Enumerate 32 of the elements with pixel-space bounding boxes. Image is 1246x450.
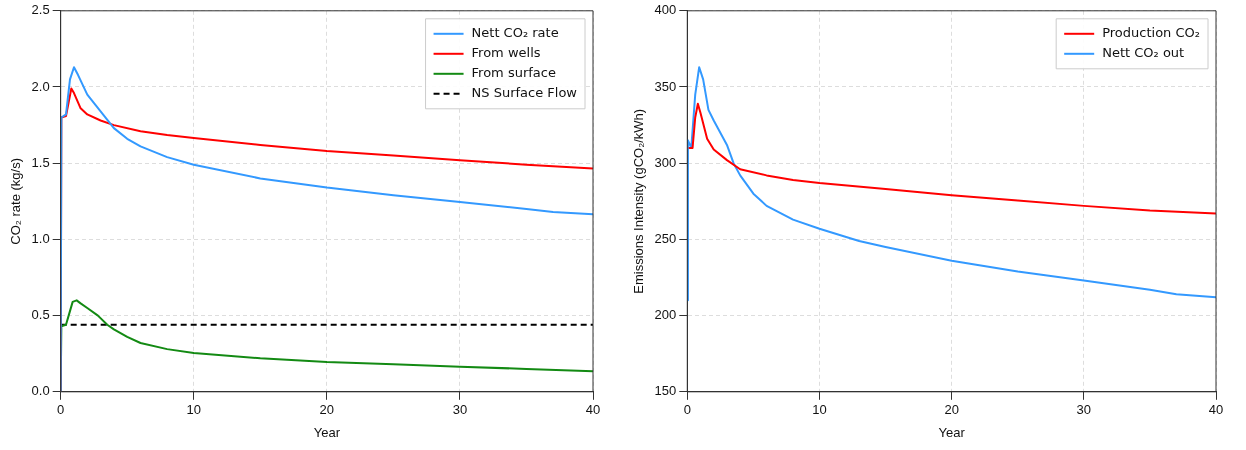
y-tick-label: 1.5 (31, 154, 50, 170)
x-axis-title: Year (313, 424, 341, 440)
y-tick-label: 350 (654, 78, 677, 94)
x-tick-label: 0 (57, 402, 65, 418)
y-tick-label: 250 (654, 230, 677, 246)
y-tick-label: 2.5 (31, 2, 50, 18)
x-tick-label: 40 (1208, 402, 1224, 418)
x-tick-label: 10 (186, 402, 201, 418)
legend-label: Nett CO₂ rate (471, 25, 559, 41)
y-axis-title: CO₂ rate (kg/s) (8, 157, 24, 245)
legend-label: Production CO₂ (1102, 25, 1201, 41)
y-tick-label: 2.0 (31, 78, 50, 94)
x-tick-label: 30 (452, 402, 468, 418)
legend-label: NS Surface Flow (471, 85, 578, 101)
y-tick-label: 400 (654, 2, 677, 18)
x-tick-label: 10 (812, 402, 827, 418)
x-tick-label: 30 (1076, 402, 1092, 418)
legend-label: Nett CO₂ out (1102, 45, 1185, 61)
y-tick-label: 150 (654, 383, 677, 399)
x-tick-label: 0 (683, 402, 691, 418)
y-tick-label: 0.5 (31, 307, 50, 323)
x-tick-label: 20 (944, 402, 959, 418)
x-tick-label: 40 (585, 402, 601, 418)
legend-label: From surface (471, 65, 556, 81)
legend-label: From wells (471, 45, 541, 61)
y-axis-title: Emissions Intensity (gCO₂/kWh) (631, 108, 647, 294)
y-tick-label: 300 (654, 154, 677, 170)
y-tick-label: 200 (654, 307, 677, 323)
y-tick-label: 0.0 (31, 383, 50, 399)
y-tick-label: 1.0 (31, 230, 50, 246)
x-axis-title: Year (938, 424, 966, 440)
x-tick-label: 20 (319, 402, 335, 418)
